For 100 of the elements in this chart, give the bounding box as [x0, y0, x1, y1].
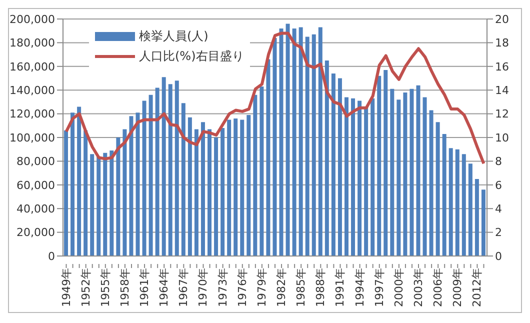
bar	[272, 38, 277, 256]
x-tick-label: 2003年	[412, 268, 426, 307]
bar	[155, 88, 160, 256]
y2-tick-label: 20	[495, 12, 509, 26]
y2-tick-label: 10	[495, 131, 509, 144]
bar	[200, 122, 205, 256]
bar	[253, 94, 258, 256]
bar	[390, 88, 394, 256]
bar	[384, 70, 388, 256]
x-tick-label: 2012年	[470, 268, 484, 307]
bar	[70, 112, 75, 256]
bar	[422, 97, 427, 256]
x-tick-label: 1958年	[118, 268, 132, 307]
bar	[462, 154, 466, 256]
y-tick-label: 80,000	[16, 155, 55, 168]
bar	[292, 28, 296, 256]
bar	[168, 84, 172, 256]
bar	[396, 100, 401, 256]
y-tick-label: 20,000	[16, 226, 55, 240]
bar	[181, 103, 186, 256]
bar	[129, 116, 134, 256]
bar	[442, 134, 446, 256]
bar	[436, 122, 440, 256]
y-tick-label: 160,000	[10, 60, 55, 74]
bar	[338, 78, 342, 256]
bar	[455, 149, 460, 256]
x-tick-label: 1961年	[138, 268, 152, 307]
x-tick-label: 2009年	[451, 268, 464, 307]
bar	[474, 178, 479, 256]
x-tick-label: 1994年	[353, 268, 366, 307]
y-tick-label: 0	[48, 250, 55, 263]
x-tick-label: 1955年	[98, 268, 112, 307]
bar	[84, 130, 88, 256]
y2-tick-label: 8	[495, 155, 502, 168]
x-tick-label: 1979年	[255, 268, 268, 307]
y-tick-label: 180,000	[10, 36, 55, 50]
bar	[344, 97, 348, 256]
y-tick-label: 140,000	[10, 84, 55, 98]
y-tick-label: 200,000	[10, 12, 55, 26]
bar	[240, 120, 244, 256]
bar	[429, 110, 434, 256]
bar	[234, 118, 238, 256]
x-tick-label: 2000年	[392, 268, 406, 307]
bar	[481, 190, 486, 256]
x-tick-label: 1985年	[294, 268, 308, 307]
bar	[96, 156, 101, 256]
bar	[194, 129, 198, 256]
bar	[103, 152, 108, 256]
x-tick-label: 1949年	[60, 268, 73, 307]
bar	[318, 27, 322, 256]
bar	[188, 117, 192, 256]
legend-label: 人口比(%)右目盛り	[139, 48, 244, 65]
x-tick-label: 1991年	[334, 268, 347, 307]
bar	[468, 164, 472, 256]
y2-tick-label: 6	[495, 178, 502, 192]
bar	[279, 28, 284, 256]
bar	[148, 94, 153, 256]
x-tick-label: 1967年	[177, 268, 190, 307]
bar	[331, 74, 336, 256]
bar	[214, 138, 218, 256]
bar	[416, 85, 420, 256]
bar	[77, 106, 82, 256]
bar	[260, 86, 264, 256]
bar	[116, 138, 120, 256]
bar	[286, 24, 290, 256]
bar	[312, 34, 316, 256]
bar	[298, 27, 303, 256]
line-series	[64, 32, 486, 166]
bar	[266, 59, 270, 256]
x-tick-label: 1964年	[158, 268, 171, 307]
bar	[410, 88, 414, 256]
bar	[90, 154, 94, 256]
x-tick-label: 1997年	[372, 268, 386, 307]
y2-tick-label: 18	[495, 36, 509, 50]
bar	[305, 36, 310, 256]
bar	[403, 92, 408, 256]
x-tick-label: 1988年	[314, 268, 328, 307]
bar	[370, 98, 375, 256]
bar	[142, 100, 146, 256]
x-tick-label: 1970年	[196, 268, 210, 307]
x-tick-label: 1982年	[275, 268, 288, 307]
y-tick-label: 100,000	[10, 131, 55, 144]
y2-tick-label: 0	[495, 250, 502, 263]
bar	[136, 112, 140, 256]
bar	[122, 129, 127, 256]
y2-tick-label: 12	[495, 108, 509, 121]
bar	[220, 128, 225, 256]
y2-tick-label: 14	[495, 84, 509, 98]
x-tick-label: 1973年	[216, 268, 230, 307]
bar	[358, 100, 362, 256]
bar	[227, 120, 232, 256]
bar	[351, 98, 356, 256]
bar	[208, 129, 212, 256]
y-tick-label: 60,000	[16, 178, 55, 192]
bar	[246, 114, 251, 256]
bar	[174, 80, 179, 256]
y-tick-label: 40,000	[16, 202, 55, 216]
legend-label: 検挙人員(人)	[139, 28, 208, 45]
bar	[448, 148, 453, 256]
bar	[377, 76, 382, 256]
